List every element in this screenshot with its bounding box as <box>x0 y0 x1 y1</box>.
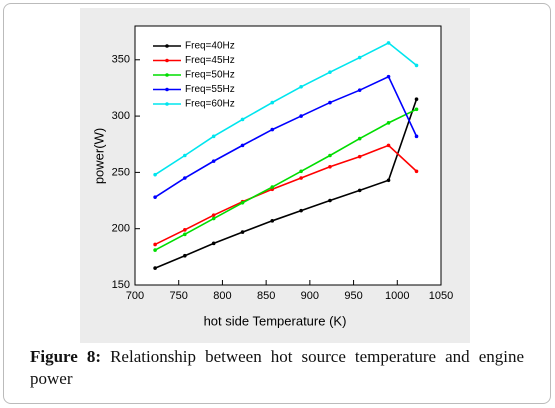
point-marker <box>270 100 275 105</box>
x-tick-label: 950 <box>344 290 362 302</box>
point-marker <box>211 213 216 217</box>
x-tick-label: 1000 <box>385 290 409 302</box>
series-line <box>154 108 417 251</box>
y-tick-label: 350 <box>112 54 130 66</box>
point-marker <box>386 143 391 148</box>
legend-marker <box>165 87 169 92</box>
point-marker <box>414 63 419 68</box>
point-marker <box>211 134 216 139</box>
point-marker <box>153 195 157 199</box>
point-marker <box>328 198 332 203</box>
point-marker <box>299 169 303 174</box>
caption: Figure 8: Relationship between hot sourc… <box>30 346 524 390</box>
x-tick-label: 850 <box>257 290 275 302</box>
point-marker <box>328 164 332 169</box>
point-marker <box>183 176 187 180</box>
point-marker <box>386 178 391 183</box>
point-marker <box>414 97 419 101</box>
legend-label: Freq=45Hz <box>185 55 235 66</box>
y-tick-label: 250 <box>112 166 130 178</box>
point-marker <box>357 136 362 141</box>
x-tick-label: 800 <box>213 290 231 302</box>
point-marker <box>386 121 391 125</box>
legend-marker <box>165 44 169 48</box>
x-tick-label: 1050 <box>429 290 453 302</box>
legend-label: Freq=40Hz <box>185 41 235 52</box>
point-marker <box>153 172 157 177</box>
point-marker <box>299 176 303 180</box>
point-marker <box>357 55 362 60</box>
caption-text: Relationship between hot source temperat… <box>30 347 525 388</box>
point-marker <box>299 114 303 118</box>
point-marker <box>299 85 303 89</box>
point-marker <box>153 248 157 252</box>
point-marker <box>270 127 275 132</box>
point-marker <box>183 232 187 237</box>
x-tick-label: 900 <box>301 290 319 302</box>
chart: hot side Temperature (K) power(W) 700 750… <box>80 8 470 343</box>
series-line <box>154 41 418 176</box>
point-marker <box>183 153 187 158</box>
point-marker <box>240 230 245 234</box>
point-marker <box>240 143 245 148</box>
point-marker <box>328 153 332 158</box>
point-marker <box>153 266 157 270</box>
point-marker <box>414 134 419 139</box>
point-marker <box>183 228 187 232</box>
y-tick-label: 200 <box>112 223 130 235</box>
plot-area <box>134 25 442 286</box>
x-axis-label: hot side Temperature (K) <box>204 313 347 328</box>
series-line <box>154 75 418 198</box>
x-tick-label: 750 <box>170 290 188 302</box>
point-marker <box>414 169 419 174</box>
series-line <box>154 144 418 246</box>
point-marker <box>328 70 332 74</box>
point-marker <box>153 242 157 247</box>
point-marker <box>270 219 275 223</box>
caption-label: Figure 8: <box>30 347 102 366</box>
legend-marker <box>165 73 169 77</box>
point-marker <box>328 100 332 105</box>
y-tick-label: 300 <box>112 110 130 122</box>
legend-label: Freq=50Hz <box>185 70 235 81</box>
point-marker <box>183 253 187 258</box>
point-marker <box>386 74 391 79</box>
point-marker <box>386 41 391 45</box>
point-marker <box>357 154 362 159</box>
point-marker <box>414 107 419 112</box>
legend-marker <box>165 58 169 63</box>
point-marker <box>357 188 362 193</box>
point-marker <box>240 200 245 205</box>
point-marker <box>270 185 275 189</box>
legend-label: Freq=55Hz <box>185 84 235 95</box>
y-axis-label: power(W) <box>91 128 106 184</box>
series-line <box>154 98 418 269</box>
point-marker <box>299 208 303 213</box>
point-marker <box>211 216 216 221</box>
point-marker <box>211 159 216 163</box>
legend-marker <box>165 102 169 106</box>
point-marker <box>357 88 362 92</box>
x-tick-label: 700 <box>126 290 144 302</box>
point-marker <box>211 241 216 246</box>
point-marker <box>240 117 245 122</box>
y-tick-label: 150 <box>112 279 130 291</box>
legend-label: Freq=60Hz <box>185 99 235 110</box>
